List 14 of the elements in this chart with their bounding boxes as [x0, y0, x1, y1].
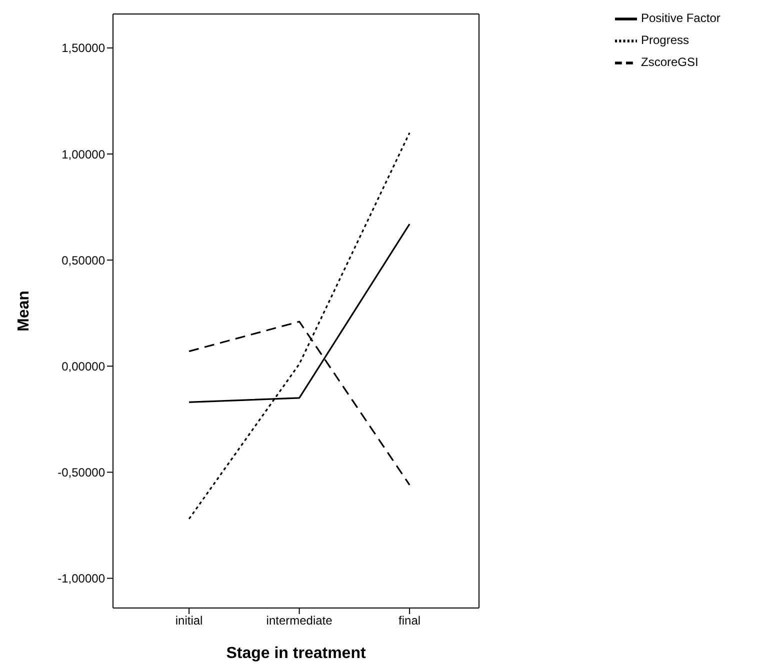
x-tick-label: intermediate — [266, 614, 333, 628]
y-tick-label: -0,50000 — [58, 465, 106, 480]
y-tick-label: 1,50000 — [62, 41, 106, 56]
y-axis-title: Mean — [16, 290, 33, 332]
y-tick-label: 1,00000 — [62, 147, 106, 162]
y-tick-label: 0,00000 — [62, 359, 106, 374]
y-tick-label: -1,00000 — [58, 572, 106, 586]
legend-label: Progress — [641, 33, 690, 48]
x-tick-label: initial — [175, 614, 203, 628]
x-axis-title: Stage in treatment — [226, 645, 366, 662]
legend-label: ZscoreGSI — [641, 55, 698, 70]
y-tick-label: 0,50000 — [62, 253, 106, 268]
legend-label: Positive Factor — [641, 11, 720, 26]
x-tick-label: final — [398, 614, 421, 628]
